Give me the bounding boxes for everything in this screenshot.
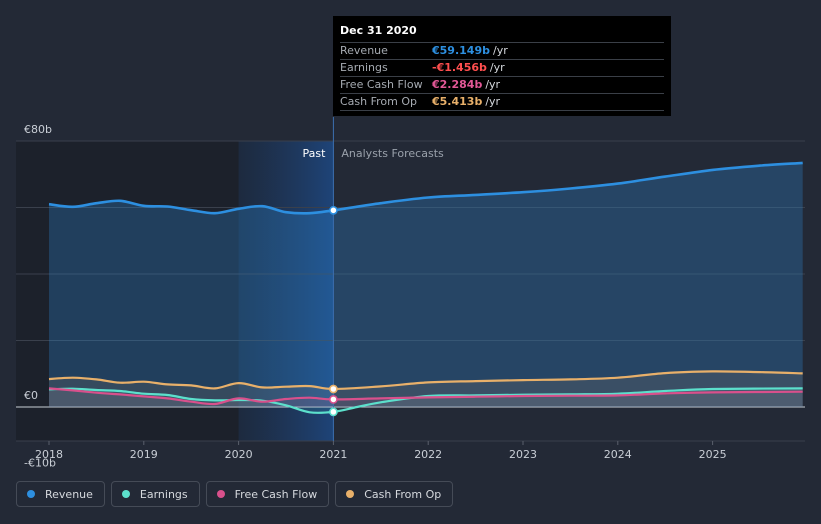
tooltip-value: €5.413b bbox=[432, 95, 483, 108]
free-cash-flow-line bbox=[48, 387, 803, 406]
tooltip-value: €2.284b bbox=[432, 78, 483, 91]
legend-item-free-cash-flow[interactable]: Free Cash Flow bbox=[205, 481, 330, 507]
x-tick-label: 2024 bbox=[604, 448, 632, 461]
series-areas bbox=[49, 162, 803, 413]
revenue-line bbox=[48, 161, 803, 215]
forecast-label: Analysts Forecasts bbox=[341, 147, 444, 160]
tooltip-label: Free Cash Flow bbox=[340, 78, 423, 91]
x-tick-label: 2021 bbox=[319, 448, 347, 461]
legend-dot-icon bbox=[121, 490, 130, 498]
tooltip-date: Dec 31 2020 bbox=[340, 24, 417, 37]
legend-label: Revenue bbox=[45, 487, 93, 501]
legend-item-revenue[interactable]: Revenue bbox=[16, 481, 105, 507]
tooltip-value: €59.149b bbox=[432, 44, 490, 57]
tooltip-row: Free Cash Flow €2.284b/yr bbox=[340, 76, 664, 93]
tooltip-label: Earnings bbox=[340, 61, 388, 74]
cash-from-op-marker bbox=[328, 384, 338, 394]
tooltip-row: Cash From Op €5.413b/yr bbox=[340, 93, 664, 111]
tooltip-unit: /yr bbox=[489, 61, 505, 74]
legend: Revenue Earnings Free Cash Flow Cash From O… bbox=[16, 481, 454, 507]
tooltip-row: Revenue €59.149b/yr bbox=[340, 42, 664, 59]
x-tick-label: 2022 bbox=[414, 448, 442, 461]
tooltip-unit: /yr bbox=[492, 44, 508, 57]
legend-dot-icon bbox=[216, 490, 225, 498]
legend-label: Free Cash Flow bbox=[234, 487, 318, 501]
free-cash-flow-marker bbox=[328, 395, 338, 404]
y-tick-label: €80b bbox=[24, 123, 52, 136]
past-label: Past bbox=[302, 147, 326, 160]
y-tick-label: -€10b bbox=[24, 456, 56, 469]
tooltip-row: Earnings -€1.456b/yr bbox=[340, 59, 664, 76]
revenue-marker bbox=[328, 205, 338, 215]
x-tick-label: 2020 bbox=[225, 448, 253, 461]
legend-item-earnings[interactable]: Earnings bbox=[110, 481, 200, 507]
x-tick-label: 2025 bbox=[699, 448, 727, 461]
y-axis-labels: €80b €0 -€10b bbox=[24, 123, 56, 469]
x-tick-label: 2019 bbox=[130, 448, 158, 461]
grid-lines bbox=[16, 140, 805, 442]
cash-from-op-line bbox=[48, 370, 803, 391]
earnings-line bbox=[48, 387, 803, 414]
tooltip-label: Cash From Op bbox=[340, 95, 418, 108]
series-markers bbox=[328, 205, 338, 417]
tooltip-unit: /yr bbox=[485, 78, 501, 91]
earnings-marker bbox=[328, 407, 338, 417]
y-tick-label: €0 bbox=[24, 389, 38, 402]
tooltip-label: Revenue bbox=[340, 44, 388, 57]
legend-item-cash-from-op[interactable]: Cash From Op bbox=[335, 481, 454, 507]
x-tick-label: 2018 bbox=[35, 448, 63, 461]
x-axis-labels: 2018 2019 2020 2021 2022 2023 2024 2025 bbox=[35, 441, 727, 461]
tooltip-value: -€1.456b bbox=[432, 61, 487, 74]
series-lines bbox=[48, 161, 803, 414]
past-highlight bbox=[238, 141, 334, 441]
x-tick-label: 2023 bbox=[509, 448, 537, 461]
revenue-area bbox=[49, 162, 803, 407]
tooltip: Dec 31 2020 Revenue €59.149b/yr Earnings -€… bbox=[333, 16, 671, 116]
legend-label: Earnings bbox=[139, 487, 188, 501]
legend-dot-icon bbox=[27, 490, 35, 498]
legend-dot-icon bbox=[346, 490, 355, 498]
legend-label: Cash From Op bbox=[364, 487, 442, 501]
tooltip-unit: /yr bbox=[485, 95, 501, 108]
